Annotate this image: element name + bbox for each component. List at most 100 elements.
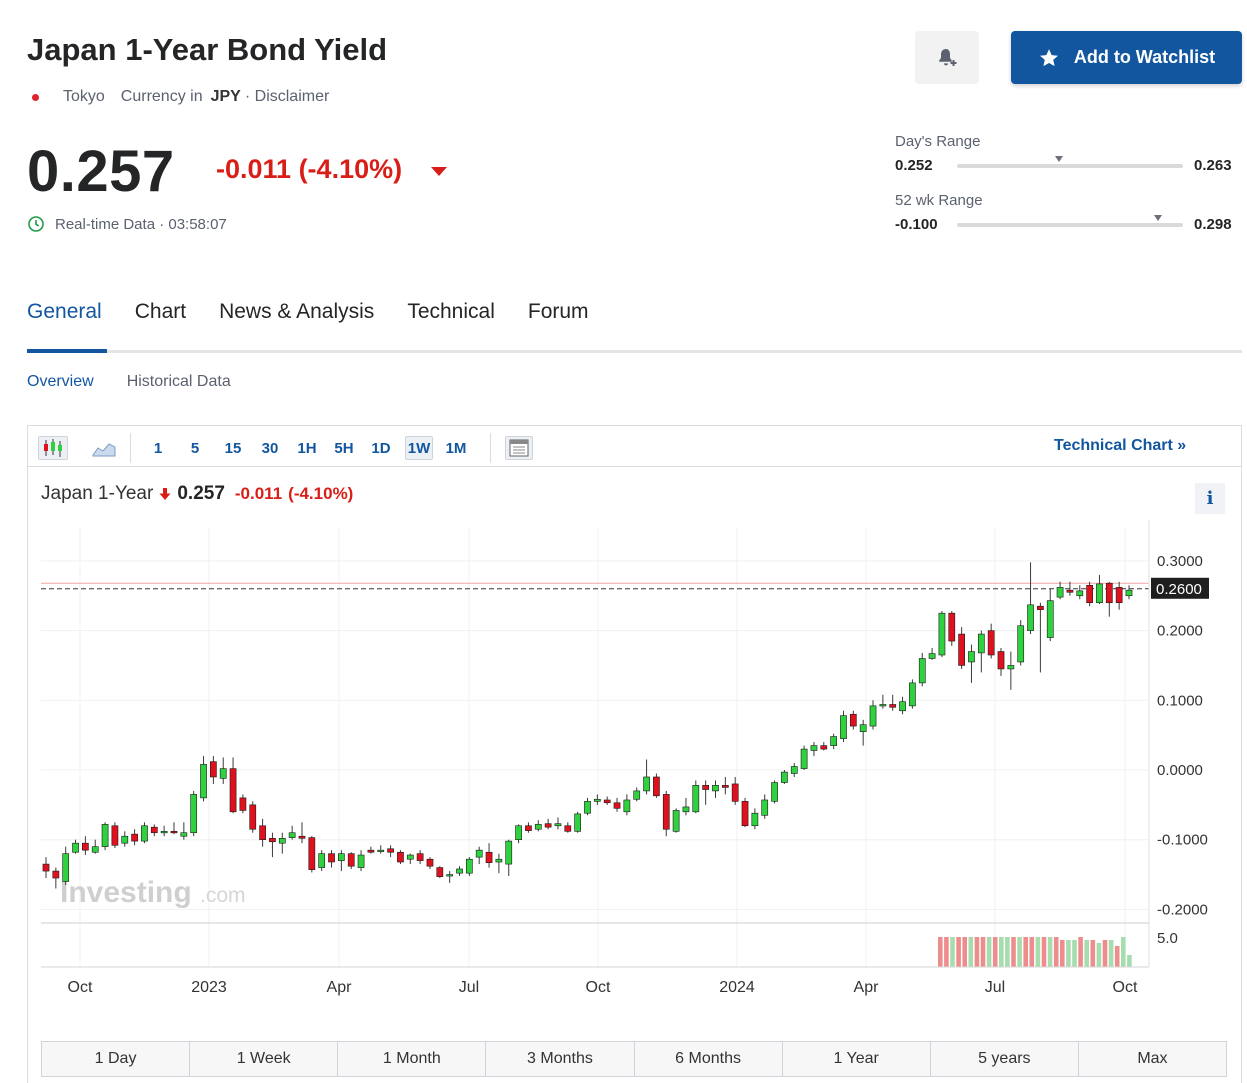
tab-general[interactable]: General xyxy=(27,300,102,323)
active-tab-indicator xyxy=(27,349,107,353)
candle-body xyxy=(91,846,99,853)
candle-body xyxy=(42,863,50,872)
tab-news-analysis[interactable]: News & Analysis xyxy=(219,300,375,323)
subtab-overview[interactable]: Overview xyxy=(27,373,94,390)
legend-name: Japan 1-Year xyxy=(41,483,154,504)
candle-body xyxy=(849,713,857,727)
candle-body xyxy=(505,840,513,865)
interval-1d[interactable]: 1D xyxy=(371,439,391,457)
volume-bar xyxy=(962,937,967,967)
candle-body xyxy=(387,848,394,853)
x-tick-label: Oct xyxy=(586,979,611,996)
interval-30[interactable]: 30 xyxy=(261,439,279,457)
volume-bar xyxy=(950,937,955,967)
candle-body xyxy=(259,825,266,841)
candle-body xyxy=(712,785,719,792)
current-price-label: 0.2600 xyxy=(1156,581,1202,598)
tab-chart[interactable]: Chart xyxy=(134,300,187,323)
main-tabs: General Chart News & Analysis Technical … xyxy=(27,300,622,324)
candle-body xyxy=(160,831,168,834)
interval-1m[interactable]: 1M xyxy=(445,439,467,457)
candle-body xyxy=(288,832,296,838)
chart-layout-button[interactable] xyxy=(505,436,533,460)
disclaimer-link[interactable]: · Disclaimer xyxy=(244,88,330,105)
candle-body xyxy=(82,842,89,851)
x-tick-label: 2024 xyxy=(719,979,755,996)
x-tick-label: Jul xyxy=(985,979,1005,996)
candle-body xyxy=(219,768,227,779)
bell-plus-icon xyxy=(939,48,957,66)
legend-price: 0.257 xyxy=(177,483,225,504)
candle-body xyxy=(141,825,148,842)
period-6-months[interactable]: 6 Months xyxy=(634,1042,783,1076)
candlestick-chart[interactable]: Investing .com 0.2600 5.0 0.3000 0.2000 0.1… xyxy=(28,520,1218,1005)
candle-body xyxy=(1105,582,1113,604)
volume-bar xyxy=(1017,937,1022,967)
period-1-year[interactable]: 1 Year xyxy=(782,1042,931,1076)
y-tick-label: 0.2000 xyxy=(1157,623,1203,640)
volume-bar xyxy=(1102,940,1108,967)
candle-body xyxy=(1125,589,1133,597)
candle-body xyxy=(298,835,306,839)
candle-body xyxy=(859,724,867,732)
candle-body xyxy=(643,776,650,792)
tab-forum[interactable]: Forum xyxy=(527,300,589,323)
last-price: 0.257 xyxy=(27,139,175,204)
x-tick-label: Apr xyxy=(327,979,353,996)
technical-chart-link[interactable]: Technical Chart » xyxy=(1054,437,1187,454)
info-button[interactable]: i xyxy=(1195,483,1225,514)
volume-bar xyxy=(1011,937,1016,967)
candle-body xyxy=(987,630,995,656)
subtab-historical-data[interactable]: Historical Data xyxy=(126,373,231,390)
interval-1w[interactable]: 1W xyxy=(405,436,433,460)
interval-5h[interactable]: 5H xyxy=(334,439,354,457)
candlestick-type-button[interactable] xyxy=(38,436,68,460)
area-type-button[interactable] xyxy=(90,436,118,460)
period-1-week[interactable]: 1 Week xyxy=(190,1042,339,1076)
period-max[interactable]: Max xyxy=(1078,1042,1226,1076)
interval-1h[interactable]: 1H xyxy=(297,439,317,457)
candle-body xyxy=(278,838,286,844)
x-tick-label: Oct xyxy=(68,979,93,996)
volume-bar xyxy=(1127,955,1132,967)
interval-1[interactable]: 1 xyxy=(153,439,163,457)
watermark-text: Investing xyxy=(60,876,192,909)
candle-body xyxy=(62,853,70,882)
candle-body xyxy=(584,801,591,814)
candle-body xyxy=(544,823,552,828)
candle-body xyxy=(150,826,158,834)
period-5-years[interactable]: 5 years xyxy=(930,1042,1079,1076)
period-1-month[interactable]: 1 Month xyxy=(338,1042,487,1076)
reference-lines: 0.2600 xyxy=(41,577,1209,599)
realtime-label: Real-time Data · 03:58:07 xyxy=(55,215,227,233)
tab-technical[interactable]: Technical xyxy=(407,300,495,323)
interval-15[interactable]: 15 xyxy=(224,439,242,457)
interval-5[interactable]: 5 xyxy=(190,439,200,457)
down-arrow-icon xyxy=(431,167,447,176)
star-icon xyxy=(1039,48,1058,66)
volume-bar xyxy=(1121,937,1126,967)
wk52-range-label: 52 wk Range xyxy=(895,192,983,209)
clock-icon xyxy=(28,216,44,232)
candle-body xyxy=(613,802,621,809)
candle-body xyxy=(830,736,837,746)
candle-body xyxy=(180,832,188,837)
volume-series: 5.0 xyxy=(938,927,1178,967)
candle-body xyxy=(603,799,611,804)
candle-body xyxy=(692,785,700,813)
currency-code: JPY xyxy=(210,88,241,105)
candle-body xyxy=(997,651,1005,670)
candle-body xyxy=(1046,600,1054,638)
period-1-day[interactable]: 1 Day xyxy=(42,1042,191,1076)
y-tick-label: -0.1000 xyxy=(1157,832,1208,849)
volume-bar xyxy=(1041,937,1047,967)
alert-button[interactable] xyxy=(915,31,979,84)
tab-divider xyxy=(27,350,1242,353)
volume-tick-label: 5.0 xyxy=(1157,930,1178,947)
add-to-watchlist-button[interactable]: Add to Watchlist xyxy=(1011,31,1242,84)
candle-body xyxy=(731,783,739,802)
exchange-name: Tokyo xyxy=(63,88,105,105)
candle-body xyxy=(889,704,897,708)
period-3-months[interactable]: 3 Months xyxy=(486,1042,635,1076)
candle-body xyxy=(357,854,365,868)
